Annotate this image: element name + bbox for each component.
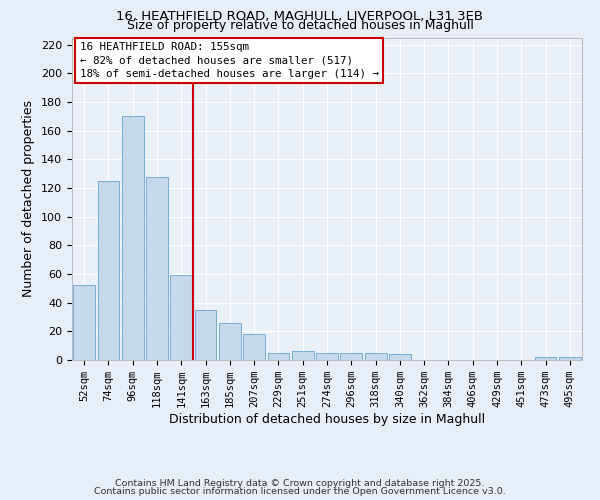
Bar — [243, 334, 265, 360]
Text: 16 HEATHFIELD ROAD: 155sqm
← 82% of detached houses are smaller (517)
18% of sem: 16 HEATHFIELD ROAD: 155sqm ← 82% of deta… — [80, 42, 379, 78]
Text: 16, HEATHFIELD ROAD, MAGHULL, LIVERPOOL, L31 3EB: 16, HEATHFIELD ROAD, MAGHULL, LIVERPOOL,… — [116, 10, 484, 23]
Y-axis label: Number of detached properties: Number of detached properties — [22, 100, 35, 297]
Bar — [316, 353, 338, 360]
Bar — [292, 352, 314, 360]
Bar — [97, 181, 119, 360]
Bar — [365, 353, 386, 360]
Bar — [535, 357, 556, 360]
Bar — [389, 354, 411, 360]
X-axis label: Distribution of detached houses by size in Maghull: Distribution of detached houses by size … — [169, 413, 485, 426]
Text: Contains HM Land Registry data © Crown copyright and database right 2025.: Contains HM Land Registry data © Crown c… — [115, 478, 485, 488]
Bar — [340, 353, 362, 360]
Text: Size of property relative to detached houses in Maghull: Size of property relative to detached ho… — [127, 19, 473, 32]
Bar — [146, 176, 168, 360]
Bar — [73, 286, 95, 360]
Bar — [268, 353, 289, 360]
Bar — [122, 116, 143, 360]
Bar — [219, 322, 241, 360]
Bar — [559, 357, 581, 360]
Text: Contains public sector information licensed under the Open Government Licence v3: Contains public sector information licen… — [94, 487, 506, 496]
Bar — [194, 310, 217, 360]
Bar — [170, 276, 192, 360]
